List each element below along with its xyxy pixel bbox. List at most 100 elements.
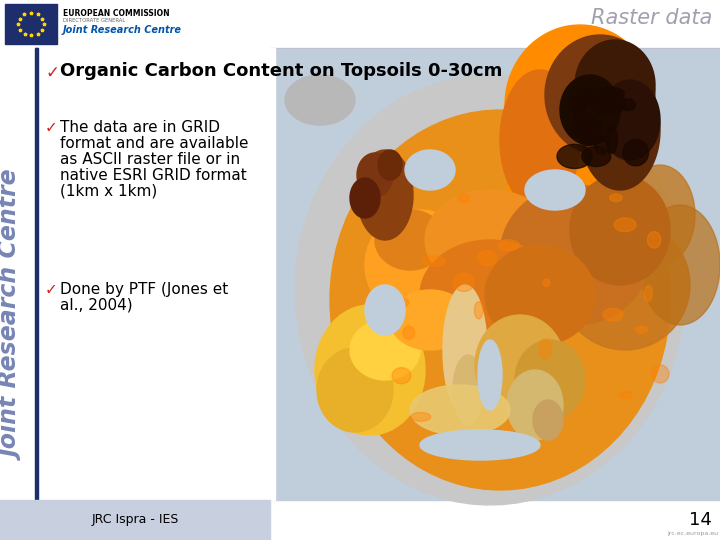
Polygon shape bbox=[581, 120, 602, 133]
Polygon shape bbox=[505, 25, 655, 185]
Bar bbox=[0, 48, 275, 500]
Polygon shape bbox=[620, 392, 632, 399]
Polygon shape bbox=[357, 150, 413, 240]
Text: Joint Research Centre: Joint Research Centre bbox=[1, 171, 25, 460]
Polygon shape bbox=[623, 139, 649, 166]
Polygon shape bbox=[378, 150, 402, 180]
Polygon shape bbox=[579, 127, 597, 146]
Polygon shape bbox=[357, 153, 393, 197]
Polygon shape bbox=[543, 279, 549, 286]
Polygon shape bbox=[614, 218, 636, 232]
Polygon shape bbox=[652, 365, 669, 383]
Polygon shape bbox=[350, 178, 380, 218]
Text: DIRECTORATE GENERAL: DIRECTORATE GENERAL bbox=[63, 18, 125, 23]
Polygon shape bbox=[459, 194, 469, 202]
Polygon shape bbox=[571, 97, 582, 111]
Text: EUROPEAN COMMISSION: EUROPEAN COMMISSION bbox=[63, 9, 170, 18]
Polygon shape bbox=[507, 370, 563, 440]
Polygon shape bbox=[317, 348, 393, 432]
Polygon shape bbox=[315, 305, 425, 435]
Polygon shape bbox=[607, 126, 617, 153]
Polygon shape bbox=[560, 220, 690, 350]
Bar bbox=[35, 48, 37, 503]
Polygon shape bbox=[604, 92, 621, 107]
Text: Raster data: Raster data bbox=[590, 8, 712, 28]
Polygon shape bbox=[644, 285, 652, 301]
Text: Joint Research Centre: Joint Research Centre bbox=[63, 25, 182, 35]
Polygon shape bbox=[647, 232, 661, 248]
Polygon shape bbox=[375, 210, 445, 270]
Polygon shape bbox=[475, 315, 565, 415]
Polygon shape bbox=[420, 430, 540, 460]
Polygon shape bbox=[395, 298, 409, 307]
Polygon shape bbox=[365, 285, 405, 335]
Polygon shape bbox=[411, 413, 431, 421]
Polygon shape bbox=[454, 273, 474, 292]
Bar bbox=[0, 500, 270, 540]
Polygon shape bbox=[560, 75, 620, 145]
Text: Joint Research Centre: Joint Research Centre bbox=[1, 171, 25, 460]
Polygon shape bbox=[600, 80, 660, 160]
Polygon shape bbox=[575, 40, 655, 130]
Polygon shape bbox=[573, 112, 584, 138]
Polygon shape bbox=[498, 240, 519, 251]
Polygon shape bbox=[533, 400, 563, 440]
Polygon shape bbox=[575, 88, 587, 113]
Text: 14: 14 bbox=[688, 511, 711, 529]
Polygon shape bbox=[405, 150, 455, 190]
Bar bbox=[5, 4, 57, 44]
Polygon shape bbox=[474, 302, 483, 319]
Text: format and are available: format and are available bbox=[60, 136, 248, 151]
Text: as ASCII raster file or in: as ASCII raster file or in bbox=[60, 152, 240, 167]
Polygon shape bbox=[410, 385, 510, 435]
Polygon shape bbox=[453, 355, 483, 425]
Text: native ESRI GRID format: native ESRI GRID format bbox=[60, 168, 247, 183]
Text: ✓: ✓ bbox=[45, 282, 58, 297]
Polygon shape bbox=[570, 175, 670, 285]
Polygon shape bbox=[500, 70, 580, 210]
Polygon shape bbox=[420, 240, 560, 350]
Polygon shape bbox=[539, 339, 552, 359]
Polygon shape bbox=[582, 146, 611, 166]
Bar bbox=[270, 48, 720, 500]
Polygon shape bbox=[422, 256, 445, 266]
Text: The data are in GRID: The data are in GRID bbox=[60, 120, 220, 135]
Polygon shape bbox=[392, 368, 411, 384]
Polygon shape bbox=[390, 290, 470, 350]
Text: JRC Ispra - IES: JRC Ispra - IES bbox=[91, 514, 179, 526]
Text: Organic Carbon Content on Topsoils 0-30cm: Organic Carbon Content on Topsoils 0-30c… bbox=[60, 62, 503, 80]
Polygon shape bbox=[610, 194, 622, 201]
Polygon shape bbox=[477, 251, 497, 266]
Bar bbox=[0, 0, 720, 48]
Text: jrc.ec.europa.eu: jrc.ec.europa.eu bbox=[667, 531, 718, 536]
Polygon shape bbox=[285, 75, 355, 125]
Polygon shape bbox=[500, 185, 650, 325]
Polygon shape bbox=[485, 245, 595, 345]
Text: ✓: ✓ bbox=[45, 120, 58, 135]
Polygon shape bbox=[515, 340, 585, 420]
Polygon shape bbox=[525, 170, 585, 210]
Polygon shape bbox=[350, 320, 420, 380]
Polygon shape bbox=[590, 91, 626, 114]
Polygon shape bbox=[557, 144, 592, 168]
Polygon shape bbox=[621, 99, 636, 111]
Polygon shape bbox=[603, 308, 623, 321]
Text: ✓: ✓ bbox=[45, 64, 59, 82]
Text: (1km x 1km): (1km x 1km) bbox=[60, 184, 157, 199]
Polygon shape bbox=[577, 89, 606, 105]
Polygon shape bbox=[598, 87, 624, 99]
Bar bbox=[35, 48, 37, 503]
Polygon shape bbox=[625, 165, 695, 265]
Polygon shape bbox=[295, 75, 685, 505]
Text: al., 2004): al., 2004) bbox=[60, 298, 132, 313]
Polygon shape bbox=[545, 35, 655, 155]
Polygon shape bbox=[505, 65, 605, 245]
Polygon shape bbox=[425, 190, 555, 290]
Polygon shape bbox=[594, 136, 610, 154]
Polygon shape bbox=[330, 110, 670, 490]
Polygon shape bbox=[580, 70, 660, 190]
Polygon shape bbox=[640, 205, 720, 325]
Polygon shape bbox=[443, 285, 487, 415]
Polygon shape bbox=[478, 340, 502, 410]
Polygon shape bbox=[636, 326, 648, 333]
